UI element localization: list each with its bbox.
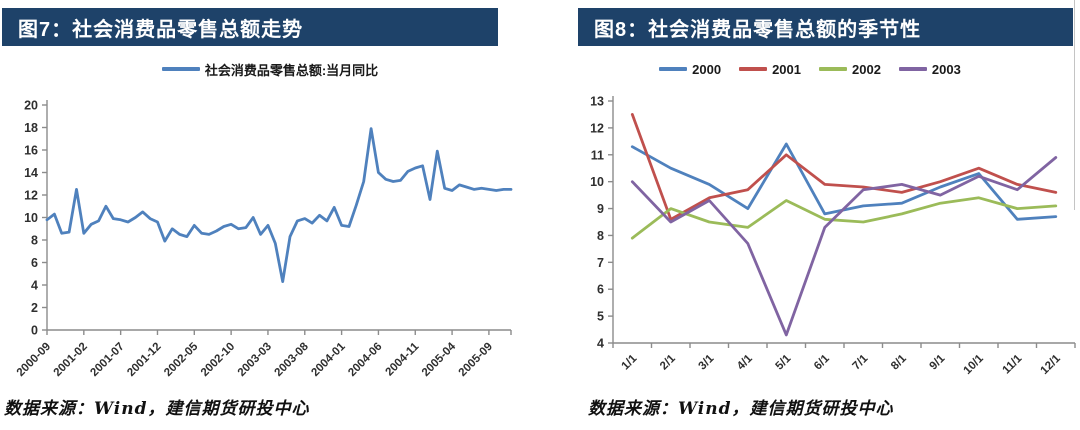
legend-item-2002: 2002 <box>819 62 881 77</box>
x-tick-label: 2004-01 <box>309 340 348 379</box>
x-tick-label: 2000-09 <box>15 341 53 379</box>
y-tick-label: 13 <box>590 95 604 109</box>
x-tick-label: 1/1 <box>620 352 640 372</box>
legend-label: 2000 <box>692 61 722 77</box>
figure8-line-chart: 4 5 6 7 8 9 10 11 12 13 1/1 2/1 3/1 4/1 5/1 6/1 7/1 8/1 9/… <box>590 95 1076 377</box>
y-tick-label: 6 <box>31 256 38 270</box>
legend-label: 社会消费品零售总额:当月同比 <box>204 62 379 78</box>
legend-item-2003: 2003 <box>898 61 961 77</box>
x-tick-label: 2001-02 <box>52 341 90 379</box>
y-tick-label: 18 <box>24 121 38 135</box>
figure7-title-bar: 图7：社会消费品零售总额走势 <box>2 8 498 46</box>
figure8-panel: 图8：社会消费品零售总额的季节性 2000 2001 2002 2003 4 5 6 7 8 9… <box>540 0 1080 430</box>
figure8-source-note: 数据来源：Wind，建信期货研投中心 <box>588 399 894 419</box>
legend-line-swatch <box>819 67 847 71</box>
y-tick-label: 10 <box>24 211 38 225</box>
figure7-panel: 图7：社会消费品零售总额走势 社会消费品零售总额:当月同比 0 2 4 6 8 10 12 1… <box>0 8 540 419</box>
y-tick-label: 0 <box>31 324 38 338</box>
y-tick-label: 7 <box>597 256 604 270</box>
figure7-title: 图7：社会消费品零售总额走势 <box>18 18 304 41</box>
y-tick-label: 12 <box>590 121 604 135</box>
x-tick-label: 7/1 <box>851 352 871 372</box>
x-tick-label: 2005-04 <box>420 340 459 379</box>
legend-label: 2001 <box>772 61 801 77</box>
x-tick-label: 2001-07 <box>88 341 126 379</box>
y-tick-label: 8 <box>597 229 604 243</box>
x-tick-label: 10/1 <box>962 352 987 377</box>
x-tick-label: 2/1 <box>658 352 678 372</box>
page-right-border <box>1074 0 1075 210</box>
series-line-2001 <box>630 112 1058 221</box>
figure7-legend: 社会消费品零售总额:当月同比 <box>0 57 540 81</box>
x-tick-label: 2004-06 <box>346 341 384 379</box>
figure7-line-chart: 024681012141618202000-092001-022001-0720… <box>15 99 513 379</box>
x-tick-label: 2001-12 <box>125 341 163 379</box>
x-tick-label: 4/1 <box>735 352 755 372</box>
x-tick-label: 8/1 <box>889 352 909 372</box>
y-tick-label: 5 <box>597 310 604 324</box>
legend-line-swatch <box>739 67 768 71</box>
x-tick-label: 5/1 <box>774 352 794 372</box>
x-tick-label: 12/1 <box>1039 352 1064 377</box>
y-tick-label: 11 <box>591 148 604 162</box>
x-tick-label: 2003-03 <box>236 341 274 379</box>
y-tick-label: 16 <box>24 144 38 158</box>
legend-item-社会消费品零售总额:当月同比: 社会消费品零售总额:当月同比 <box>161 60 379 79</box>
x-tick-label: 2005-09 <box>457 341 495 379</box>
series-line-社会消费品零售总额:当月同比 <box>45 127 513 284</box>
y-tick-label: 8 <box>31 234 38 248</box>
x-tick-label: 6/1 <box>812 352 832 372</box>
y-tick-label: 20 <box>24 99 38 113</box>
legend-label: 2003 <box>931 61 961 77</box>
legend-line-swatch <box>659 67 688 71</box>
x-tick-label: 3/1 <box>697 352 717 372</box>
series-line-2002 <box>630 196 1058 240</box>
y-tick-label: 14 <box>24 166 38 180</box>
y-tick-label: 4 <box>597 337 604 351</box>
legend-line-swatch <box>898 67 927 71</box>
figure8-title-bar: 图8：社会消费品零售总额的季节性 <box>578 8 1073 46</box>
x-tick-label: 2003-08 <box>273 340 312 379</box>
figure8-title: 图8：社会消费品零售总额的季节性 <box>594 18 922 41</box>
figure7-source-note: 数据来源：Wind，建信期货研投中心 <box>4 399 310 419</box>
x-tick-label: 2002-10 <box>199 341 237 379</box>
y-tick-label: 10 <box>590 175 604 189</box>
x-tick-label: 11/1 <box>1001 352 1025 376</box>
y-tick-label: 9 <box>597 202 604 216</box>
y-tick-label: 4 <box>31 279 38 293</box>
legend-label: 2002 <box>852 61 881 77</box>
y-tick-label: 12 <box>24 189 38 203</box>
x-tick-label: 2004-11 <box>383 340 421 378</box>
legend-item-2001: 2001 <box>739 62 801 77</box>
figure8-legend: 2000 2001 2002 2003 <box>540 57 1080 81</box>
y-tick-label: 2 <box>31 301 38 315</box>
legend-item-2000: 2000 <box>659 62 721 77</box>
x-tick-label: 2002-05 <box>162 340 201 379</box>
x-tick-label: 9/1 <box>928 352 948 372</box>
y-tick-label: 6 <box>597 283 604 297</box>
series-line-2003 <box>630 156 1058 337</box>
legend-line-swatch <box>161 67 200 71</box>
